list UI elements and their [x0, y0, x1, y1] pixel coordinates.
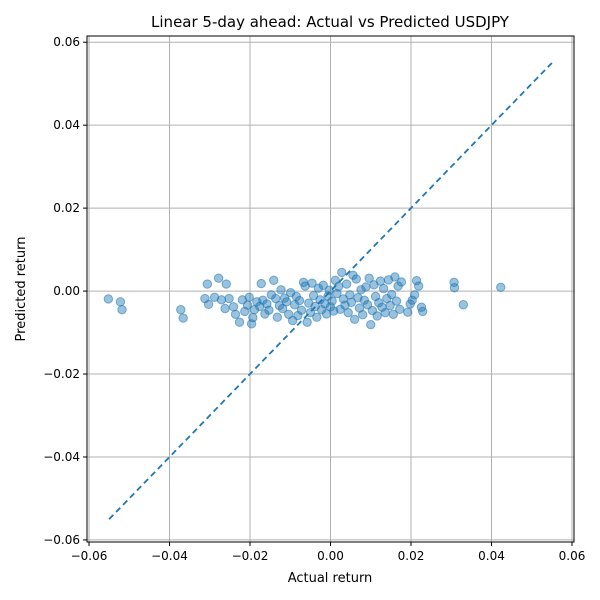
data-point: [366, 319, 376, 330]
x-tick-label: 0.00: [317, 549, 344, 563]
y-tick-label: −0.02: [43, 367, 80, 381]
y-axis-ticks: −0.06 −0.04 −0.02 0.00 0.02 0.04 0.06: [43, 35, 87, 547]
data-point: [176, 305, 186, 315]
x-tick-label: −0.02: [232, 549, 269, 563]
data-point: [313, 283, 324, 293]
data-point: [244, 292, 254, 302]
data-point: [269, 275, 279, 285]
data-point: [390, 272, 400, 282]
x-tick-label: 0.02: [398, 549, 425, 563]
data-point: [230, 309, 241, 319]
data-point: [103, 294, 114, 304]
data-point: [228, 302, 239, 312]
data-point: [403, 307, 413, 317]
x-axis-ticks: −0.06 −0.04 −0.02 0.00 0.02 0.04 0.06: [71, 542, 586, 563]
data-point: [349, 314, 360, 324]
data-point: [332, 288, 342, 299]
y-tick-label: −0.06: [43, 533, 80, 547]
reference-line-group: [108, 62, 553, 520]
x-tick-label: −0.04: [151, 549, 188, 563]
data-point: [395, 304, 405, 315]
data-point: [357, 310, 368, 320]
data-point: [220, 303, 230, 314]
data-point: [407, 295, 417, 305]
data-point: [221, 279, 231, 289]
data-point: [417, 306, 428, 317]
data-point: [281, 297, 292, 307]
data-point: [361, 282, 371, 292]
data-point: [202, 279, 213, 289]
data-point: [305, 307, 316, 318]
reference-line: [108, 62, 553, 520]
data-point: [209, 292, 220, 302]
data-point: [272, 312, 283, 322]
x-tick-label: 0.04: [478, 549, 505, 563]
data-point: [343, 307, 353, 318]
data-point: [396, 277, 407, 287]
data-point: [496, 282, 506, 293]
data-point: [216, 295, 227, 305]
data-point: [318, 280, 328, 290]
chart-title: Linear 5-day ahead: Actual vs Predicted …: [151, 13, 510, 31]
data-point: [356, 285, 366, 295]
data-point: [411, 276, 422, 286]
data-point: [364, 273, 374, 283]
data-point: [115, 297, 126, 307]
data-point: [386, 289, 397, 300]
data-point: [413, 281, 424, 291]
data-point: [341, 279, 352, 289]
data-point: [203, 299, 214, 310]
data-point: [327, 296, 337, 306]
data-point: [213, 273, 224, 283]
x-axis-label: Actual return: [288, 571, 373, 586]
data-point: [458, 300, 469, 310]
y-axis-label: Predicted return: [14, 237, 29, 342]
grid-lines: [87, 36, 574, 542]
data-point: [324, 285, 334, 295]
data-point: [391, 296, 402, 306]
data-point: [385, 300, 395, 311]
data-point: [449, 283, 460, 293]
data-point: [307, 278, 317, 288]
data-point: [248, 312, 258, 323]
data-point: [378, 283, 389, 294]
data-point: [224, 293, 234, 304]
y-tick-label: 0.06: [53, 35, 80, 49]
y-tick-label: 0.00: [53, 284, 80, 298]
data-point: [388, 309, 398, 319]
data-point: [302, 317, 312, 327]
data-point: [409, 290, 420, 300]
y-tick-label: 0.04: [53, 118, 80, 132]
y-tick-label: 0.02: [53, 201, 80, 215]
data-point: [296, 305, 307, 315]
data-point: [277, 303, 288, 314]
data-point: [333, 281, 344, 292]
data-point: [308, 290, 319, 301]
data-point: [346, 297, 357, 307]
data-point: [337, 267, 347, 278]
data-point: [345, 290, 355, 300]
data-point: [351, 274, 361, 284]
data-point: [117, 305, 127, 315]
x-tick-label: 0.06: [559, 549, 586, 563]
data-points: [103, 267, 506, 330]
y-tick-label: −0.04: [43, 450, 80, 464]
data-point: [178, 313, 188, 323]
data-point: [256, 278, 266, 289]
data-point: [276, 285, 286, 295]
x-tick-label: −0.06: [71, 549, 108, 563]
data-point: [234, 317, 245, 327]
data-point: [264, 305, 274, 315]
data-point: [294, 295, 305, 306]
data-point: [312, 312, 322, 322]
data-point: [372, 311, 382, 321]
